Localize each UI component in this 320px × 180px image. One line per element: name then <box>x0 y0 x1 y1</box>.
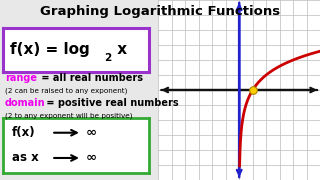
Text: ∞: ∞ <box>86 126 97 139</box>
Text: Graphing Logarithmic Functions: Graphing Logarithmic Functions <box>40 5 280 18</box>
Text: = all real numbers: = all real numbers <box>38 73 143 83</box>
Text: ∞: ∞ <box>86 152 97 165</box>
Text: as x: as x <box>12 152 39 165</box>
Text: (2 can be raised to any exponent): (2 can be raised to any exponent) <box>5 87 127 94</box>
Text: range: range <box>5 73 37 83</box>
Text: f(x): f(x) <box>12 126 36 139</box>
Text: f(x) = log: f(x) = log <box>11 42 90 57</box>
Text: (2 to any exponent will be positive): (2 to any exponent will be positive) <box>5 112 132 119</box>
Text: = positive real numbers: = positive real numbers <box>43 98 179 108</box>
Text: 2: 2 <box>104 53 112 63</box>
Text: domain: domain <box>5 98 45 108</box>
Text: x: x <box>112 42 127 57</box>
